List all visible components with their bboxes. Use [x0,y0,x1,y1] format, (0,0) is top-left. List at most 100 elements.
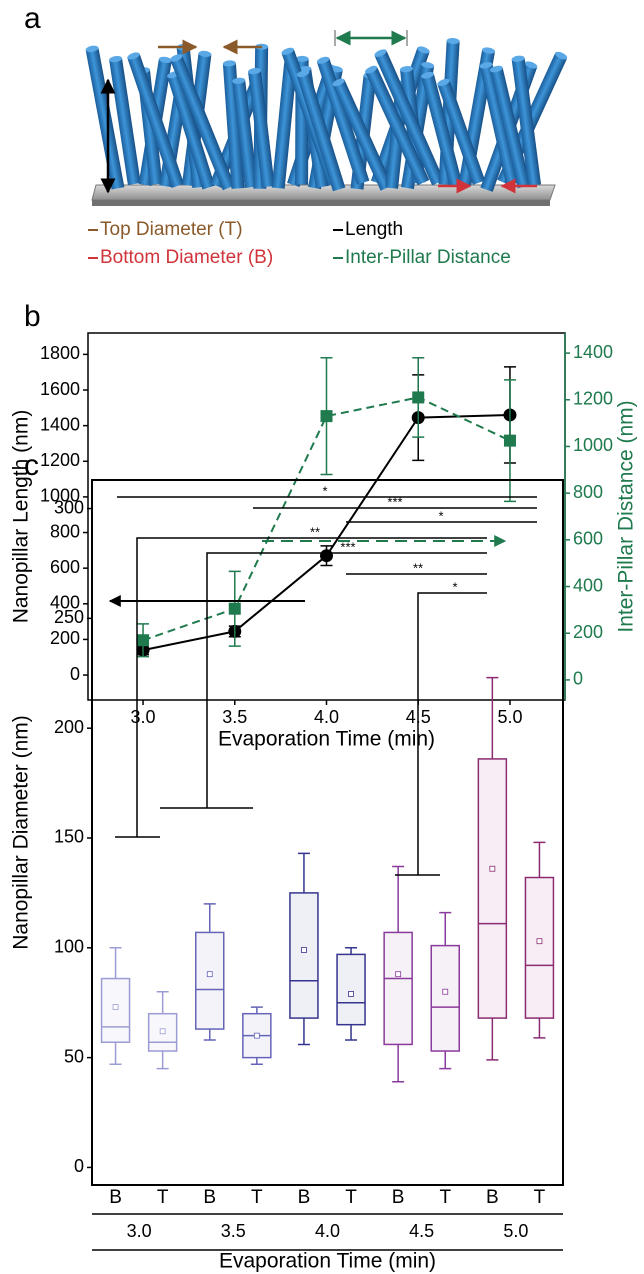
y-tick-label: 200 [50,628,80,648]
x-tick-label: 4.0 [314,707,339,727]
pillar-top [127,52,140,60]
y-tick-label: 250 [54,607,84,627]
mean-marker [536,938,543,945]
y2-tick-label: 200 [573,622,603,642]
legend-label: Bottom Diameter (B) [100,247,273,268]
y2-tick-label: 0 [573,669,583,689]
group-label: 3.5 [221,1221,246,1241]
data-point [137,634,150,647]
box [383,931,413,1046]
x-tick-label: B [392,1187,405,1208]
pillar-body [271,61,298,189]
y-tick-label: 150 [54,827,84,847]
pillar-top [85,45,99,53]
mean-marker [489,865,496,872]
pillar-body [332,79,393,191]
pillar-body [296,71,346,192]
pillar-body [167,72,215,190]
pillar-body [232,80,258,189]
pillar-top [374,49,387,57]
significance-bracket [206,552,487,808]
pillar-top [248,68,261,75]
pillar-top [555,51,568,60]
data-point [320,410,333,423]
pillar-body [109,58,141,185]
pillar [248,68,275,188]
mean-marker [442,988,449,995]
pillar [421,71,463,188]
x-tick-label: T [157,1187,169,1208]
y-tick-label: 400 [50,593,80,613]
pillar-top [421,71,434,79]
x-tick-label: B [298,1187,311,1208]
whisker [392,1044,405,1083]
significance-label: *** [387,494,402,509]
whisker [345,947,358,955]
mean-marker [206,971,213,978]
pillar-top [417,46,430,54]
pillar-top [489,65,503,73]
legend-label: Length [345,219,403,240]
box [195,931,225,1030]
whisker [250,1006,263,1014]
whisker [156,990,169,1014]
group-label: 3.0 [127,1221,152,1241]
y-tick-label: 200 [54,717,84,737]
pillar-top [296,70,310,78]
illustration [91,184,556,206]
mean-marker [395,971,402,978]
pillar-body [489,67,531,189]
y-tick-label: 100 [54,937,84,957]
pillar-top [158,56,172,63]
significance-label: * [452,579,457,594]
group-label: 4.5 [409,1221,434,1241]
x-axis-label: Evaporation Time (min) [218,728,435,751]
box [289,892,319,1019]
pillar [374,49,445,186]
y2-tick-label: 1400 [573,342,613,362]
y2-tick-label: 1000 [573,435,613,455]
y-tick-label: 0 [70,664,80,684]
pillar-top [222,60,236,67]
x-axis-label: Evaporation Time (min) [219,1250,436,1273]
box [100,977,131,1043]
legend-label: Top Diameter (T) [100,219,243,240]
pillar [316,56,370,185]
pillar [365,65,430,186]
pillar-body [421,73,463,188]
box [524,876,555,1019]
pillar [332,78,393,191]
pillar [479,62,519,186]
whisker [486,676,499,759]
pillar-top [511,55,525,62]
pillar-top [479,62,493,69]
pillar-top [365,65,378,74]
x-tick-label: T [534,1187,546,1208]
pillar [232,77,258,189]
y-tick-label: 800 [50,521,80,541]
pillar-body [365,66,430,186]
y-axis-label: Nanopillar Diameter (nm) [10,715,33,950]
significance-bracket [417,592,487,875]
x-tick-label: 3.0 [131,707,156,727]
pillar-body [437,80,486,185]
dimension-arrows [100,30,537,194]
y-tick-label: 1200 [40,450,80,470]
pillar-top [446,38,460,45]
x-tick-label: T [251,1187,263,1208]
y2-tick-label: 1200 [573,389,613,409]
pillar-top [170,54,183,62]
y-tick-label: 1400 [40,414,80,434]
whisker [392,865,405,933]
pillar-body [316,58,370,185]
pillar-body [170,55,235,191]
pillar-body [479,63,519,186]
box [477,758,508,1019]
plot-frame [91,479,564,1186]
x-tick-label: B [203,1187,216,1208]
x-tick-label: T [439,1187,451,1208]
y-tick-label: 1800 [40,343,80,363]
y-tick-label: 600 [50,557,80,577]
pillar [511,55,542,186]
